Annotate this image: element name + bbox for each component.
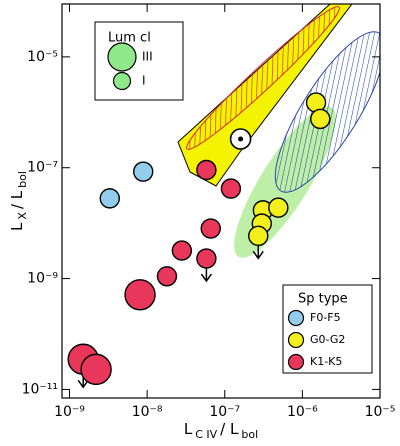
y-tick-label: 10⁻⁷ (27, 160, 58, 176)
y-tick-label: 10⁻⁹ (27, 271, 58, 287)
reference-point-dot (238, 136, 244, 142)
lum-legend-marker (112, 71, 132, 91)
data-point (200, 218, 221, 239)
legend-marker (287, 353, 305, 371)
lum-legend-title: Lum cl (108, 31, 151, 46)
y-tick-label: 10⁻⁵ (27, 49, 58, 65)
data-point (156, 266, 178, 287)
xlabel-part: L (184, 420, 193, 438)
data-point (99, 188, 120, 209)
legend-label: G0-G2 (310, 333, 345, 346)
x-tick-label: 10⁻⁶ (287, 404, 318, 420)
data-point (80, 353, 112, 386)
legend-label: K1-K5 (310, 355, 342, 368)
upper-limit-head (200, 273, 213, 283)
data-point (171, 240, 193, 261)
legend-marker (287, 309, 305, 327)
upper-limit-head (77, 379, 89, 389)
ylabel-sub: X (16, 212, 29, 220)
data-point (196, 248, 217, 269)
ylabel-sub: bol (16, 171, 29, 188)
xlabel-sub: bol (241, 428, 258, 441)
marks (67, 92, 331, 389)
upper-limit-head (252, 250, 264, 260)
blue-hatched-region (274, 31, 380, 193)
lum-legend-label: I (142, 74, 146, 88)
data-point (248, 225, 269, 247)
yellow-band (177, 4, 353, 187)
data-point (196, 159, 217, 181)
legend-label: F0-F5 (310, 311, 341, 324)
x-tick-label: 10⁻⁵ (365, 404, 396, 420)
x-tick-label: 10⁻⁸ (132, 404, 163, 420)
legend-title: Sp type (298, 292, 348, 307)
lum-legend-label: III (142, 50, 153, 64)
xlabel-part: / L (220, 420, 239, 438)
legend-marker (287, 331, 305, 349)
x-tick-label: 10⁻⁷ (209, 404, 240, 420)
ylabel-part: L (8, 222, 26, 231)
x-tick-label: 10⁻⁹ (54, 404, 85, 420)
data-point (133, 161, 154, 182)
red-hatched-region (186, 6, 340, 150)
data-point (268, 197, 289, 218)
data-point (220, 178, 242, 199)
plot-frame (61, 3, 381, 399)
y-tick-label: 10⁻¹¹ (22, 381, 58, 397)
lum-legend-marker (107, 42, 137, 72)
data-point (310, 108, 331, 130)
data-point (124, 279, 156, 311)
ylabel-part: / L (8, 190, 26, 209)
ylabel: LX / L bol (8, 171, 29, 231)
xlabel-sub: C IV (195, 428, 217, 441)
